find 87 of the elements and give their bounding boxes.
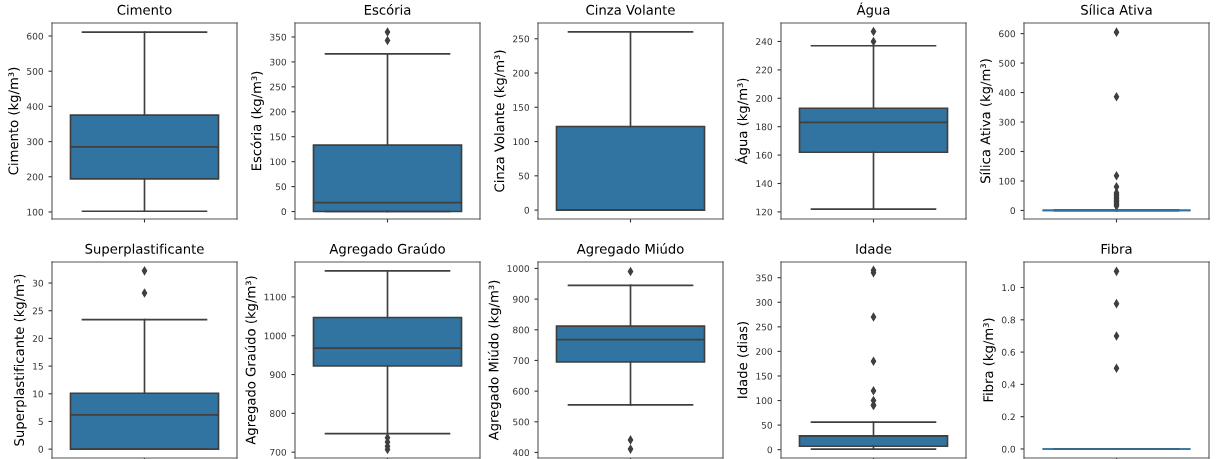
y-tick-label: 300 [756, 299, 773, 306]
y-tick-label: 150 [513, 104, 530, 111]
y-tick-label: 200 [756, 95, 773, 102]
chart-title: Sílica Ativa [1081, 4, 1152, 15]
y-tick-label: 500 [999, 59, 1016, 67]
y-tick-label: 220 [756, 66, 773, 74]
y-tick-label: 600 [999, 30, 1016, 38]
y-tick-label: 120 [756, 208, 773, 216]
y-tick-label: 0 [767, 446, 773, 454]
y-tick-label: 0.2 [1001, 413, 1015, 421]
y-tick-label: 400 [512, 449, 530, 457]
y-tick-label: 150 [270, 133, 287, 141]
y-tick-label: 140 [756, 180, 773, 188]
y-tick-label: 500 [27, 67, 44, 75]
y-tick-label: 0.6 [1001, 348, 1016, 356]
y-tick-label: 15 [33, 362, 43, 370]
y-tick-label: 350 [270, 33, 287, 41]
y-axis-title: Agregado Graúdo (kg/m³) [244, 276, 259, 445]
y-axis-title: Cimento (kg/m³) [8, 67, 21, 175]
y-tick-label: 350 [756, 274, 773, 282]
y-tick-label: 500 [513, 418, 530, 426]
chart-title: Cimento [117, 4, 172, 15]
y-tick-label: 1.0 [1002, 284, 1016, 292]
y-tick-label: 100 [270, 158, 287, 166]
y-tick-label: 100 [27, 208, 44, 216]
y-tick-label: 1100 [264, 293, 287, 301]
y-tick-label: 600 [27, 32, 44, 40]
y-tick-label: 50 [761, 421, 773, 429]
y-tick-label: 25 [32, 307, 43, 315]
chart-title: Cinza Volante [586, 4, 675, 15]
y-tick-label: 900 [270, 371, 287, 379]
y-tick-label: 240 [756, 38, 773, 46]
y-tick-label: 100 [756, 397, 773, 405]
y-tick-label: 300 [27, 138, 44, 146]
y-tick-label: 0.0 [1001, 445, 1016, 453]
y-tick-label: 0 [1010, 207, 1016, 215]
y-tick-label: 50 [518, 172, 530, 180]
y-tick-label: 200 [999, 148, 1016, 156]
y-tick-label: 200 [513, 69, 530, 77]
y-axis-title: Superplastificante (kg/m³) [13, 274, 27, 446]
y-tick-label: 800 [270, 410, 287, 417]
y-tick-label: 800 [513, 326, 530, 334]
y-tick-label: 600 [513, 387, 530, 395]
chart-title: Superplastificante [85, 243, 204, 257]
y-tick-label: 250 [270, 83, 287, 91]
y-axis-title: Água (kg/m³) [734, 78, 750, 165]
y-tick-label: 0.8 [1001, 316, 1016, 324]
y-axis-title: Idade (dias) [737, 321, 749, 398]
y-tick-label: 200 [270, 108, 287, 116]
chart-title: Escória [364, 4, 411, 15]
y-tick-label: 180 [756, 123, 773, 131]
chart-title: Fibra [1101, 243, 1132, 254]
chart-title: Água [856, 2, 890, 18]
y-tick-label: 900 [513, 295, 530, 303]
y-axis-title: Sílica Ativa (kg/m³) [979, 59, 993, 183]
y-axis-title: Agregado Miúdo (kg/m³) [487, 280, 502, 441]
y-axis-title: Escória (kg/m³) [250, 71, 264, 171]
y-tick-label: 250 [756, 323, 773, 331]
y-tick-label: 200 [27, 173, 44, 181]
y-tick-label: 400 [998, 89, 1016, 97]
y-tick-label: 0 [281, 208, 287, 216]
y-tick-label: 200 [756, 348, 773, 355]
y-tick-label: 50 [275, 183, 287, 191]
y-tick-label: 1000 [264, 332, 287, 340]
y-tick-label: 700 [513, 357, 530, 365]
chart-title: Agregado Graúdo [329, 243, 445, 257]
y-tick-label: 20 [32, 335, 44, 342]
y-axis-title: Cinza Volante (kg/m³) [494, 50, 507, 192]
y-tick-label: 30 [32, 279, 44, 287]
y-tick-label: 10 [33, 390, 44, 398]
y-tick-label: 1000 [507, 265, 530, 272]
y-tick-label: 100 [999, 177, 1016, 185]
y-tick-label: 300 [999, 118, 1016, 126]
y-tick-label: 300 [270, 58, 287, 66]
y-tick-label: 5 [38, 418, 43, 426]
chart-title: Idade [856, 243, 892, 254]
y-tick-label: 250 [513, 35, 530, 43]
y-tick-label: 150 [756, 372, 773, 380]
y-tick-label: 0.4 [1001, 381, 1016, 388]
y-tick-label: 700 [270, 448, 287, 456]
y-tick-label: 0 [38, 445, 44, 453]
y-axis-title: Fibra (kg/m³) [982, 318, 996, 402]
y-tick-label: 100 [513, 138, 530, 146]
y-tick-label: 0 [524, 206, 530, 214]
y-tick-label: 160 [756, 151, 773, 159]
y-tick-label: 400 [26, 103, 44, 110]
chart-title: Agregado Miúdo [576, 243, 684, 257]
